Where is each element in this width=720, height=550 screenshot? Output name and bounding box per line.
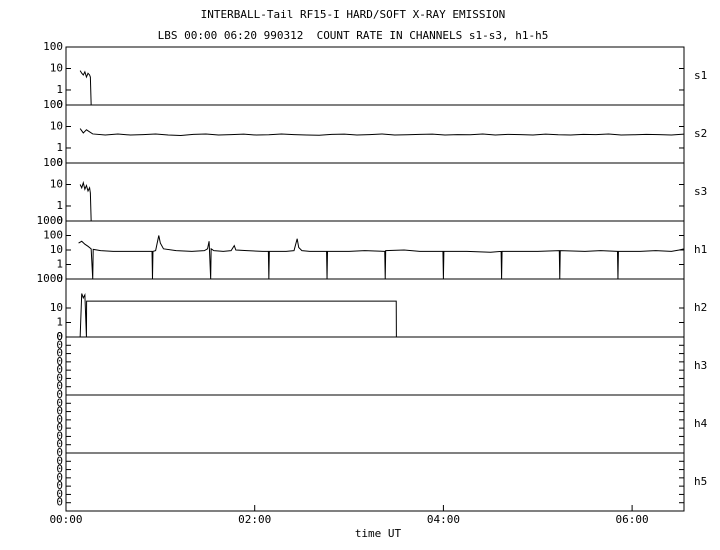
panel-label: h5 bbox=[694, 475, 707, 488]
y-tick-label: 1 bbox=[56, 83, 63, 96]
y-tick-label: 0 bbox=[56, 214, 63, 227]
y-tick-label: 0 bbox=[56, 438, 63, 451]
y-tick-label: 0 bbox=[56, 347, 63, 360]
y-tick-label: 100 bbox=[43, 229, 63, 242]
y-tick-label: 0 bbox=[56, 380, 63, 393]
y-tick-label: 0 bbox=[56, 156, 63, 169]
y-tick-label: 100 bbox=[43, 156, 63, 169]
y-tick-label: 0 bbox=[56, 388, 63, 401]
y-tick-label: 0 bbox=[56, 330, 63, 343]
y-tick-label: 0 bbox=[56, 355, 63, 368]
data-line bbox=[79, 293, 397, 338]
x-tick-label: 02:00 bbox=[238, 513, 271, 526]
data-line bbox=[78, 235, 685, 280]
chart-title: INTERBALL-Tail RF15-I HARD/SOFT X-RAY EM… bbox=[201, 8, 506, 21]
y-tick-label: 1 bbox=[56, 316, 63, 329]
y-tick-label: 1000 bbox=[37, 214, 64, 227]
y-tick-label: 10 bbox=[50, 301, 63, 314]
y-tick-label: 1000 bbox=[37, 272, 64, 285]
data-line bbox=[79, 180, 92, 222]
y-tick-label: 10 bbox=[50, 243, 63, 256]
y-tick-label: 0 bbox=[56, 363, 63, 376]
y-tick-label: 0 bbox=[56, 330, 63, 343]
y-tick-label: 10 bbox=[50, 61, 63, 74]
panel-label: s3 bbox=[694, 185, 707, 198]
x-tick-label: 04:00 bbox=[427, 513, 460, 526]
y-tick-label: 0 bbox=[56, 429, 63, 442]
y-tick-label: 0 bbox=[56, 405, 63, 418]
data-line bbox=[79, 70, 92, 106]
y-tick-label: 10 bbox=[50, 119, 63, 132]
x-tick-label: 06:00 bbox=[616, 513, 649, 526]
y-tick-label: 0 bbox=[56, 496, 63, 509]
y-tick-label: 0 bbox=[56, 463, 63, 476]
panel-label: h3 bbox=[694, 359, 707, 372]
y-tick-label: 0 bbox=[56, 272, 63, 285]
y-tick-label: 1 bbox=[56, 258, 63, 271]
panel-label: h4 bbox=[694, 417, 708, 430]
data-line bbox=[79, 128, 685, 137]
y-tick-label: 0 bbox=[56, 487, 63, 500]
chart-subtitle: LBS 00:00 06:20 990312 COUNT RATE IN CHA… bbox=[158, 29, 549, 42]
y-tick-label: 0 bbox=[56, 479, 63, 492]
y-tick-label: 100 bbox=[43, 40, 63, 53]
y-tick-label: 0 bbox=[56, 338, 63, 351]
panel-frame bbox=[65, 452, 685, 512]
y-tick-label: 1 bbox=[56, 199, 63, 212]
x-axis-label: time UT bbox=[355, 527, 402, 540]
y-tick-label: 0 bbox=[56, 454, 63, 467]
y-tick-label: 0 bbox=[56, 371, 63, 384]
panel-label: s2 bbox=[694, 127, 707, 140]
panel-label: s1 bbox=[694, 69, 707, 82]
y-tick-label: 0 bbox=[56, 413, 63, 426]
y-tick-label: 0 bbox=[56, 396, 63, 409]
y-tick-label: 0 bbox=[56, 421, 63, 434]
panel-label: h2 bbox=[694, 301, 707, 314]
y-tick-label: 10 bbox=[50, 177, 63, 190]
x-tick-label: 00:00 bbox=[49, 513, 82, 526]
y-tick-label: 100 bbox=[43, 98, 63, 111]
y-tick-label: 1 bbox=[56, 141, 63, 154]
y-tick-label: 0 bbox=[56, 471, 63, 484]
panel-label: h1 bbox=[694, 243, 707, 256]
y-tick-label: 0 bbox=[56, 446, 63, 459]
y-tick-label: 0 bbox=[56, 98, 63, 111]
